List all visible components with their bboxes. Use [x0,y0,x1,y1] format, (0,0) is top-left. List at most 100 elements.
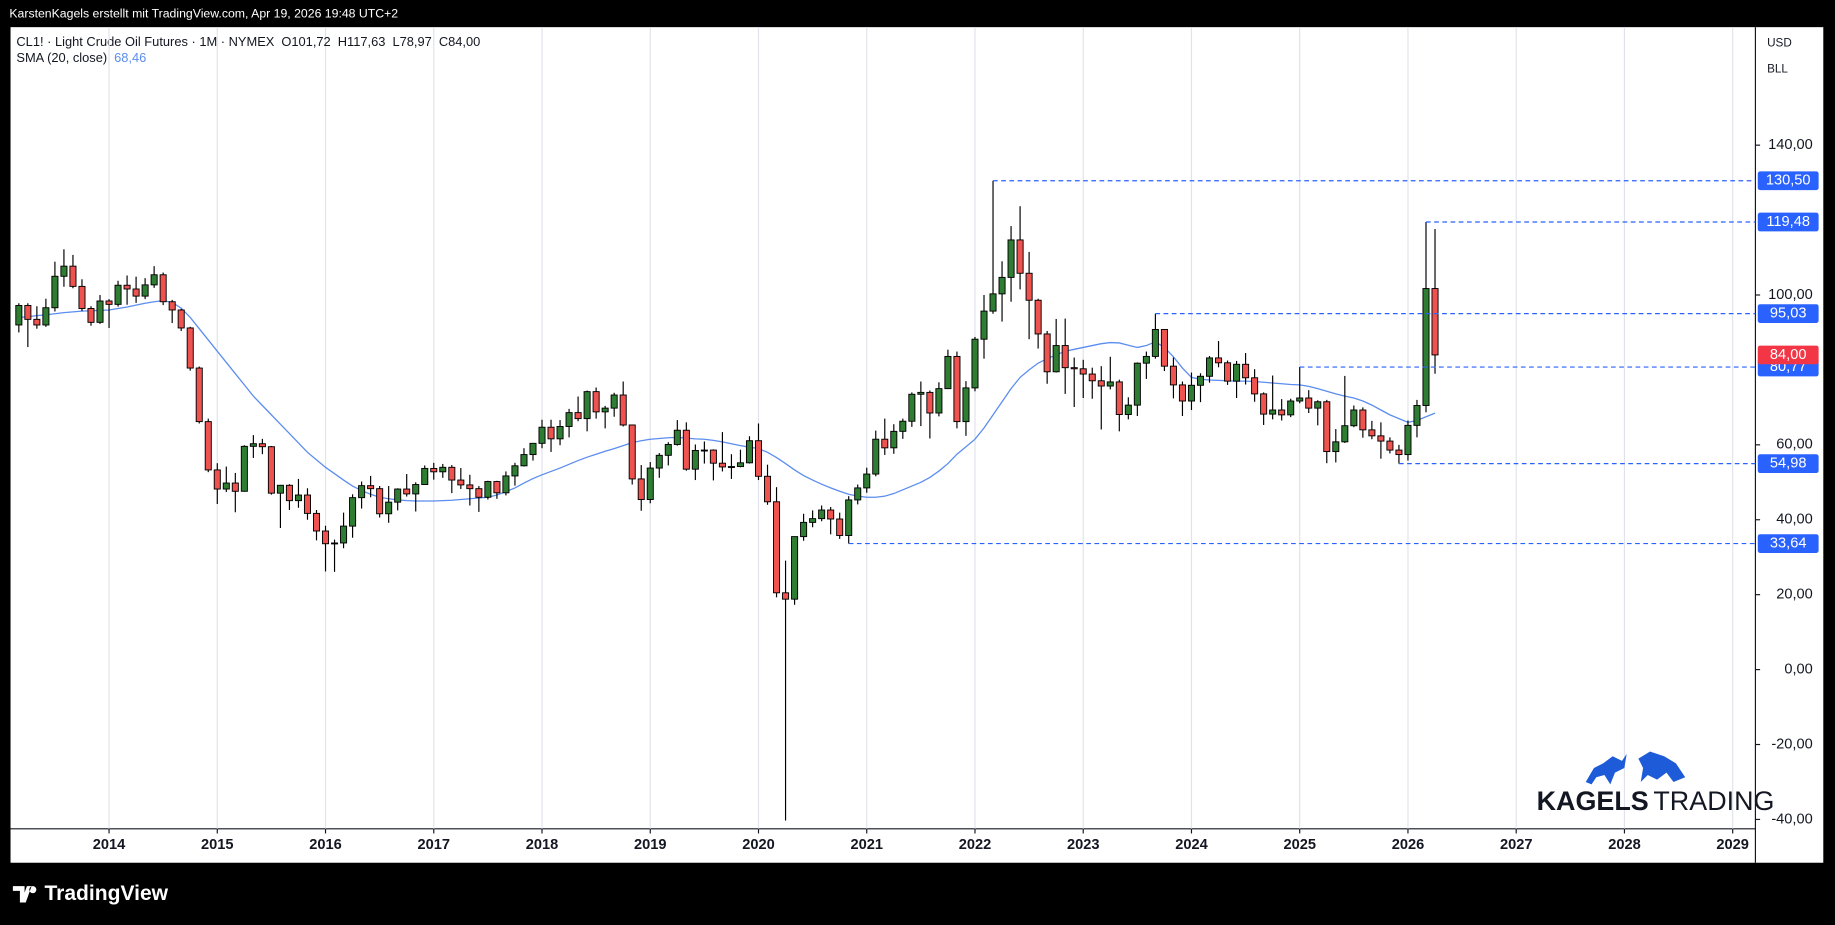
candle-body [439,466,447,473]
chart-pane [10,27,1824,863]
candle-body [1350,409,1358,427]
candle-body [105,300,113,305]
candle-body [394,488,402,503]
price-tag [1757,304,1819,323]
price-tag [1757,212,1819,232]
x-tick-label: 2029 [1716,837,1749,853]
candle-body [872,438,880,475]
candle-body [412,484,420,495]
candle-body [980,310,988,340]
candle-body [1404,424,1412,456]
watermark-text: KAGELS TRADING [1537,786,1775,816]
bull-icon [1585,753,1627,785]
candle-body [1386,440,1394,451]
candle-body [791,536,799,600]
x-tick-label: 2015 [201,837,234,853]
candle-body [51,275,59,309]
sma-value: 68,46 [114,50,146,65]
candle-body [1052,345,1060,373]
candle-body [773,501,781,594]
candle-body [1088,373,1096,382]
brand-logo [12,886,37,903]
candle-body [1359,409,1367,431]
candle-body [890,430,898,449]
candle-body [15,305,23,326]
candle-body [1377,435,1385,442]
candle-body [249,443,257,447]
candle-body [1278,409,1286,416]
candle-body [727,466,735,468]
bear-icon [1638,751,1686,782]
candle-body [78,285,86,309]
candle-body [1070,367,1078,370]
candle-body [141,284,149,297]
candle-body [998,276,1006,295]
candle-body [547,426,555,440]
candle-body [114,284,122,305]
candle-body [1025,272,1033,301]
candle-body [1007,239,1015,278]
x-tick-label: 2014 [93,837,126,853]
candle-body [863,473,871,489]
candle-body [881,438,889,449]
ohlc-value: L78,97 [392,34,431,49]
candle-body [96,300,104,323]
x-tick-label: 2025 [1283,837,1316,853]
symbol-title[interactable]: CL1! · Light Crude Oil Futures · 1M · NY… [16,34,274,49]
candle-body [646,467,654,500]
candle-body [592,391,600,413]
candle-body [718,462,726,468]
sma-name: SMA (20, close) [16,50,107,65]
candle-body [709,449,717,464]
candle-body [24,305,32,320]
candle-body [1169,365,1177,386]
ohlc-value: H117,63 [338,34,386,49]
candle-body [1368,429,1376,437]
candle-body [385,501,393,515]
candle-body [1016,239,1024,274]
candle-body [809,518,817,523]
candle-body [213,469,221,490]
candle-body [1287,400,1295,416]
candle-body [159,274,167,303]
candle-body [1395,449,1403,456]
last-price-tag [1757,345,1819,365]
candle-body [989,293,997,312]
x-tick-label: 2021 [850,837,883,853]
candle-body [782,592,790,600]
candle-body [1242,363,1250,379]
candle-body [764,475,772,503]
candle-body [276,484,284,494]
candle-body [899,420,907,432]
candle-body [1106,381,1114,387]
price-tag-label: 54,98 [1770,455,1807,471]
candle-body [87,308,95,323]
candle-body [331,542,339,545]
candle-body [917,391,925,395]
x-tick-label: 2019 [634,837,667,853]
candle-body [736,462,744,468]
ohlc-value: C84,00 [439,34,480,49]
x-tick-label: 2020 [742,837,775,853]
candle-body [673,429,681,445]
candle-body [312,512,321,532]
candle-body [231,482,239,492]
ohlc-value: O101,72 [281,34,330,49]
candle-body [637,478,645,500]
candle-body [1061,345,1069,369]
candle-body [502,475,510,494]
candle-body [403,488,411,495]
candle-body [935,388,943,414]
candle-body [800,521,808,538]
candle-body [1269,409,1277,415]
watermark-bold: KAGELS [1537,786,1649,816]
candle-body [33,318,41,326]
candle-body [691,449,699,470]
candle-body [448,466,456,481]
candle-body [1034,299,1042,335]
candle-body [1206,357,1214,377]
candle-body [1043,333,1051,373]
candle-body [267,446,275,494]
candle-body [1296,397,1304,402]
